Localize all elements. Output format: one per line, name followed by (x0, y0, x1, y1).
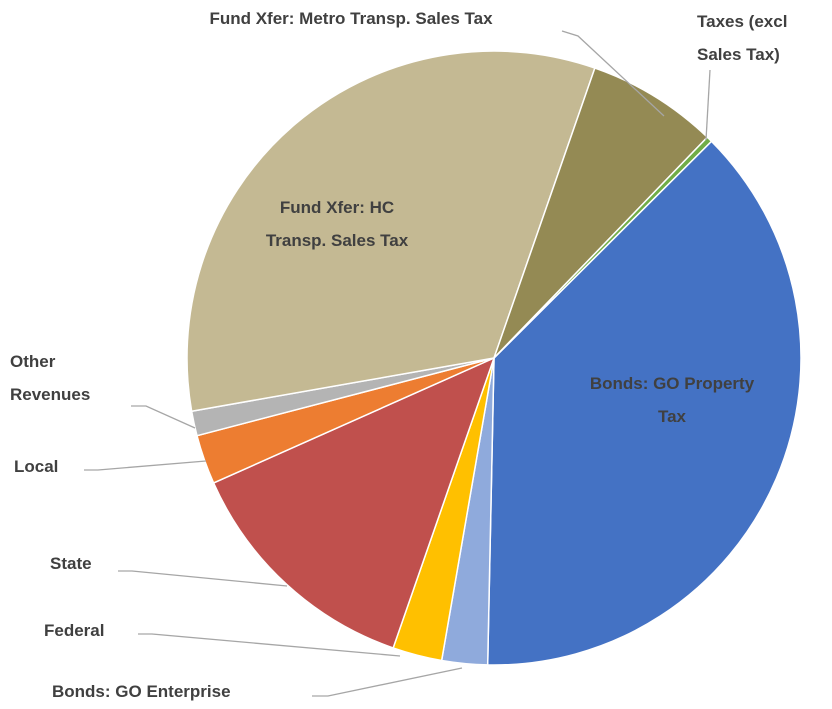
slices (186, 50, 802, 666)
slice-label: Federal (44, 621, 105, 640)
pie-slice (186, 50, 596, 413)
leader-line (561, 30, 665, 117)
leader-line (131, 405, 196, 429)
pie-slice (493, 136, 713, 359)
slice-label: Local (14, 457, 59, 476)
slice-label: State (50, 554, 92, 573)
leader-line (138, 633, 401, 657)
slice-label: Bonds: GO Enterprise (52, 682, 231, 701)
slice-label: Taxes (excl Sales Tax) (697, 12, 788, 64)
leader-line (118, 570, 288, 587)
slice-label: Other Revenues (10, 352, 91, 404)
pie-slice (486, 140, 802, 666)
slice-label: Fund Xfer: HC Transp. Sales Tax (265, 198, 409, 250)
pie-slice (212, 356, 496, 649)
slice-label: Fund Xfer: Metro Transp. Sales Tax (209, 9, 493, 28)
leader-line (312, 667, 463, 697)
leader-line (84, 460, 207, 471)
slice-label: Bonds: GO Property Tax (589, 374, 755, 426)
pie-slice (493, 67, 709, 359)
leader-line (705, 69, 711, 141)
